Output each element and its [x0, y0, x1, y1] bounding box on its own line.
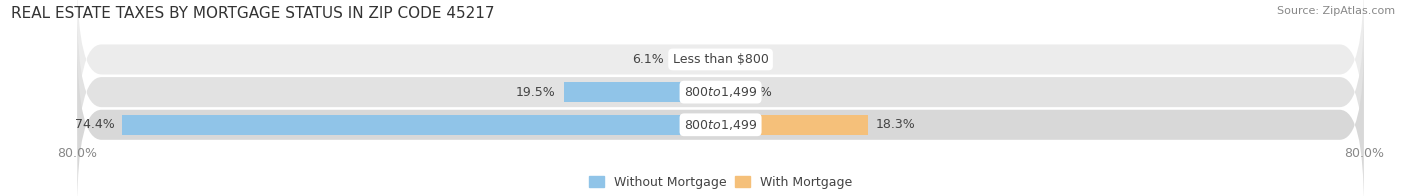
Bar	[122, 115, 721, 135]
Legend: Without Mortgage, With Mortgage: Without Mortgage, With Mortgage	[589, 176, 852, 189]
Text: 18.3%: 18.3%	[876, 118, 915, 131]
Text: $800 to $1,499: $800 to $1,499	[683, 85, 758, 99]
Text: 74.4%: 74.4%	[75, 118, 114, 131]
Text: 0.0%: 0.0%	[728, 53, 761, 66]
Bar	[721, 115, 868, 135]
Text: $800 to $1,499: $800 to $1,499	[683, 118, 758, 132]
Bar	[564, 82, 721, 102]
Text: Less than $800: Less than $800	[672, 53, 769, 66]
FancyBboxPatch shape	[77, 9, 1364, 175]
Text: 1.5%: 1.5%	[741, 86, 772, 99]
Text: 6.1%: 6.1%	[631, 53, 664, 66]
FancyBboxPatch shape	[77, 42, 1364, 196]
Text: Source: ZipAtlas.com: Source: ZipAtlas.com	[1277, 6, 1395, 16]
Bar	[721, 82, 733, 102]
Bar	[672, 49, 721, 70]
Text: 19.5%: 19.5%	[516, 86, 555, 99]
FancyBboxPatch shape	[77, 0, 1364, 142]
Text: REAL ESTATE TAXES BY MORTGAGE STATUS IN ZIP CODE 45217: REAL ESTATE TAXES BY MORTGAGE STATUS IN …	[11, 6, 495, 21]
